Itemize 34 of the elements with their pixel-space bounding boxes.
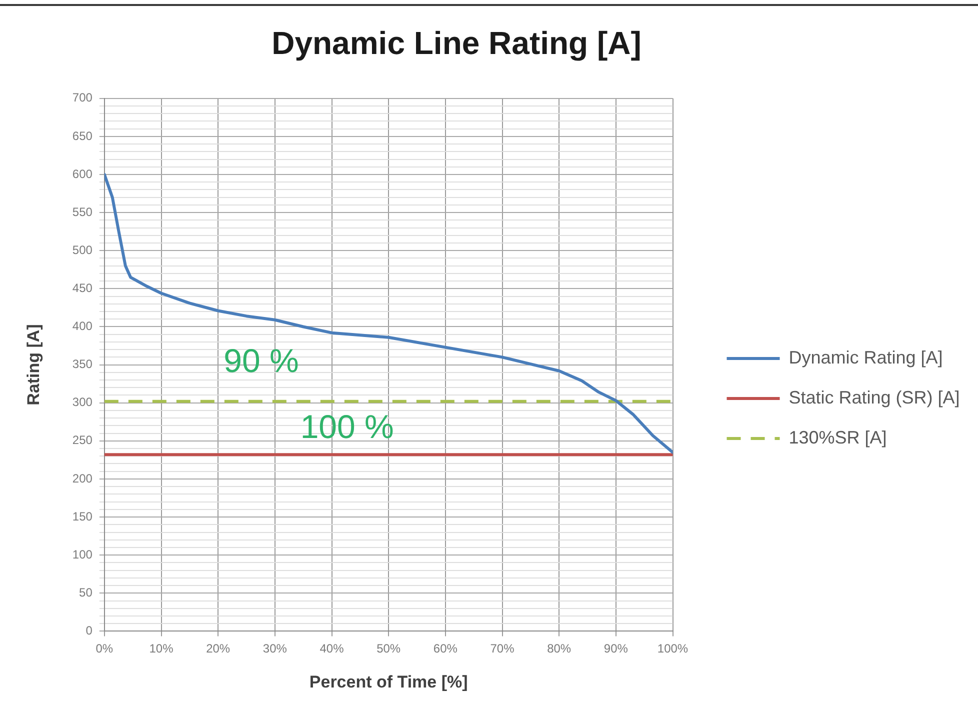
chart-title: Dynamic Line Rating [A] [272,25,642,62]
x-tick-label: 100% [657,642,688,656]
y-tick-label: 100 [72,547,93,562]
y-tick-label: 250 [72,433,93,448]
y-tick-label: 550 [72,204,93,219]
y-tick-label: 150 [72,509,93,524]
x-tick-label: 30% [262,642,288,656]
y-tick-label: 500 [72,242,93,257]
legend-label: Dynamic Rating [A] [788,347,943,368]
y-tick-label: 200 [72,471,93,486]
y-tick-label: 650 [72,128,93,143]
x-tick-label: 10% [149,642,174,656]
y-tick-label: 450 [72,281,93,295]
x-tick-label: 40% [320,642,344,656]
y-tick-label: 300 [72,395,93,410]
y-tick-label: 50 [79,585,93,600]
x-tick-label: 20% [206,642,230,656]
y-tick-label: 600 [72,166,93,181]
x-tick-label: 0% [96,642,114,656]
legend-label: Static Rating (SR) [A] [788,387,960,408]
x-tick-label: 80% [547,642,572,656]
x-tick-label: 90% [604,642,628,656]
legend-label: 130%SR [A] [788,427,887,448]
x-tick-label: 70% [490,642,515,656]
x-tick-label: 60% [433,642,458,656]
x-axis-title: Percent of Time [%] [309,672,468,692]
x-tick-label: 50% [376,642,401,656]
annotation: 100 % [300,408,394,445]
y-tick-label: 350 [72,357,93,372]
y-tick-label: 400 [72,319,93,334]
y-axis-title: Rating [A] [24,324,43,406]
annotation: 90 % [224,342,299,379]
y-tick-label: 0 [86,624,93,638]
y-tick-label: 700 [72,90,93,105]
